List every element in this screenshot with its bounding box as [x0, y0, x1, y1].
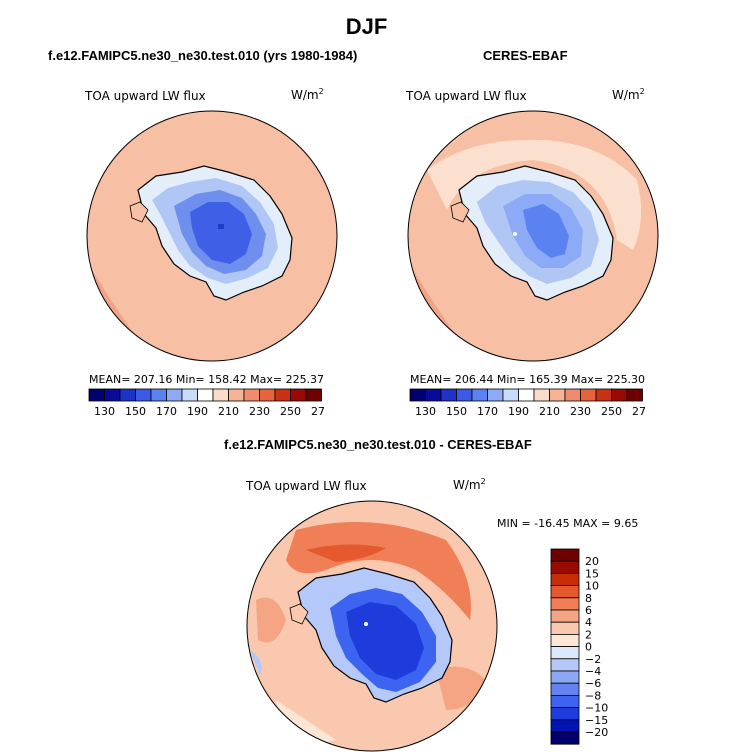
panel-3-colorbar-tick-label: −2 — [585, 653, 601, 666]
panel-3-colorbar-tick-label: 6 — [585, 604, 592, 617]
panel-1-colorbar-box — [104, 388, 121, 402]
panel-3-colorbar-box — [550, 609, 580, 623]
panel-3-colorbar-tick-label: −4 — [585, 665, 601, 678]
panel-2-colorbar-box — [440, 388, 457, 402]
panel-3-colorbar-box — [550, 621, 580, 635]
panel-1-colorbar: 130 150 170 190 210 230 250 270 — [88, 388, 324, 418]
panel-2-colorbar-box — [456, 388, 473, 402]
panel-3-variable-label: TOA upward LW flux — [246, 479, 367, 493]
panel-2-colorbar-box — [611, 388, 628, 402]
panel-2-colorbar-box — [549, 388, 566, 402]
panel-2-colorbar-box — [580, 388, 597, 402]
panel-2-colorbar-box — [487, 388, 504, 402]
panel-2-colorbar-box — [564, 388, 581, 402]
panel-2-colorbar-box — [595, 388, 612, 402]
panel-2-stats: MEAN= 206.44 Min= 165.39 Max= 225.30 — [410, 373, 646, 386]
panel-1-units: W/m2 — [291, 87, 324, 102]
panel-3-colorbar-tick-label: −10 — [585, 702, 608, 715]
panel-2-colorbar-box — [425, 388, 442, 402]
panel-1-colorbar-box — [228, 388, 245, 402]
panel-3-colorbar-box — [550, 670, 580, 684]
panel-1-colorbar-box — [305, 388, 322, 402]
panel-3-colorbar-box — [550, 658, 580, 672]
panel-3-colorbar-box — [550, 548, 580, 562]
panel-1-colorbar-box — [259, 388, 276, 402]
panel-2-colorbar-tick-label: 270 — [632, 405, 645, 418]
panel-3-map — [246, 500, 498, 752]
panel-3-colorbar-box — [550, 560, 580, 574]
panel-3-colorbar-tick-label: 8 — [585, 592, 592, 605]
panel-3-units: W/m2 — [453, 477, 486, 492]
panel-1-colorbar-box — [88, 388, 105, 402]
panel-1-colorbar-box — [243, 388, 260, 402]
panel-3-colorbar-tick-label: 0 — [585, 641, 592, 654]
panel-1-colorbar-tick-label: 170 — [156, 405, 177, 418]
panel-1-colorbar-tick-label: 270 — [311, 405, 324, 418]
panel-1-colorbar-tick-label: 150 — [125, 405, 146, 418]
panel-2-colorbar-tick-label: 250 — [601, 405, 622, 418]
panel-2-colorbar-box — [533, 388, 550, 402]
panel-2-colorbar-tick-label: 150 — [446, 405, 467, 418]
panel-1-variable-label: TOA upward LW flux — [85, 89, 206, 103]
panel-1-stats: MEAN= 207.16 Min= 158.42 Max= 225.37 — [89, 373, 325, 386]
panel-3-colorbar-tick-label: 15 — [585, 567, 599, 580]
panel-3-colorbar-box — [550, 597, 580, 611]
panel-3-colorbar-tick-label: −6 — [585, 677, 601, 690]
panel-2-colorbar-tick-label: 190 — [508, 405, 529, 418]
panel-1-colorbar-box — [212, 388, 229, 402]
panel-3-colorbar-tick-label: 4 — [585, 616, 592, 629]
panel-1-colorbar-box — [197, 388, 214, 402]
panel-1-colorbar-box — [290, 388, 307, 402]
panel-1-colorbar-box — [274, 388, 291, 402]
panel-3-colorbar-box — [550, 694, 580, 708]
panel-3-colorbar-tick-label: −15 — [585, 714, 608, 727]
panel-2-colorbar-tick-label: 170 — [477, 405, 498, 418]
panel-3-colorbar-box — [550, 585, 580, 599]
panel-1-colorbar-box — [119, 388, 136, 402]
panel-1-colorbar-box — [135, 388, 152, 402]
panel-3-colorbar-box — [550, 707, 580, 721]
panel-2-variable-label: TOA upward LW flux — [406, 89, 527, 103]
panel-2-colorbar-tick-label: 210 — [539, 405, 560, 418]
panel-3-colorbar-tick-label: −20 — [585, 726, 608, 739]
panel-1-colorbar-tick-label: 250 — [280, 405, 301, 418]
panel-3-colorbar-tick-label: 10 — [585, 580, 599, 593]
panel-2-units: W/m2 — [612, 87, 645, 102]
panel-3-colorbar-tick-label: 2 — [585, 628, 592, 641]
panel-2-colorbar-tick-label: 130 — [415, 405, 436, 418]
panel-2-title: CERES-EBAF — [483, 48, 568, 63]
panel-3-colorbar-box — [550, 719, 580, 733]
panel-3-colorbar-tick-label: 20 — [585, 555, 599, 568]
panel-3-colorbar-tick-label: −8 — [585, 689, 601, 702]
panel-3-stats: MIN = -16.45 MAX = 9.65 — [497, 517, 639, 530]
panel-3-colorbar-box — [550, 572, 580, 586]
panel-2-colorbar-box — [626, 388, 643, 402]
panel-2-colorbar-box — [471, 388, 488, 402]
panel-3-colorbar-box — [550, 634, 580, 648]
figure-title: DJF — [345, 14, 388, 39]
panel-1-title: f.e12.FAMIPC5.ne30_ne30.test.010 (yrs 19… — [48, 48, 358, 63]
panel-3-colorbar-box — [550, 646, 580, 660]
panel-2-map — [407, 110, 659, 362]
panel-2-colorbar: 130 150 170 190 210 230 250 270 — [409, 388, 645, 418]
panel-1-colorbar-box — [150, 388, 167, 402]
panel-3-colorbar-box — [550, 731, 580, 745]
panel-3-colorbar-box — [550, 682, 580, 696]
panel-2-colorbar-box — [518, 388, 535, 402]
panel-1-colorbar-tick-label: 230 — [249, 405, 270, 418]
panel-1-map — [86, 110, 338, 362]
panel-2-colorbar-box — [502, 388, 519, 402]
panel-1-colorbar-tick-label: 130 — [94, 405, 115, 418]
panel-2-colorbar-tick-label: 230 — [570, 405, 591, 418]
panel-1-colorbar-box — [181, 388, 198, 402]
panel-1-colorbar-tick-label: 190 — [187, 405, 208, 418]
panel-2-colorbar-box — [409, 388, 426, 402]
panel-1-colorbar-tick-label: 210 — [218, 405, 239, 418]
panel-3-title: f.e12.FAMIPC5.ne30_ne30.test.010 - CERES… — [224, 437, 532, 452]
panel-1-colorbar-box — [166, 388, 183, 402]
